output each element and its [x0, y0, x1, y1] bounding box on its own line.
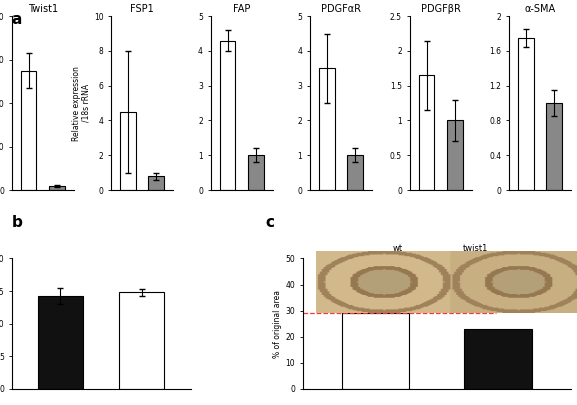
Bar [21, 70, 36, 190]
Bar [419, 75, 434, 190]
Legend: wt, twist1 O/E: wt, twist1 O/E [319, 356, 384, 385]
Title: FAP: FAP [233, 4, 250, 14]
Bar [119, 292, 164, 389]
Bar [120, 112, 136, 190]
Bar [464, 329, 531, 389]
Bar [49, 185, 65, 190]
Y-axis label: % of original area: % of original area [273, 290, 282, 358]
Bar [38, 296, 83, 389]
Text: wt: wt [393, 244, 403, 253]
Bar [148, 176, 164, 190]
Bar [342, 313, 410, 389]
Bar [518, 38, 534, 190]
Text: b: b [12, 215, 23, 230]
Title: PDGFαR: PDGFαR [321, 4, 361, 14]
Title: α-SMA: α-SMA [524, 4, 556, 14]
Bar [546, 103, 562, 190]
Title: PDGFβR: PDGFβR [421, 4, 460, 14]
Text: a: a [12, 12, 22, 27]
Text: c: c [265, 215, 275, 230]
Bar [347, 155, 363, 190]
Title: FSP1: FSP1 [130, 4, 154, 14]
Bar [319, 68, 335, 190]
Bar [447, 120, 463, 190]
Text: twist1: twist1 [463, 244, 489, 253]
Y-axis label: Relative expression
/18s rRNA: Relative expression /18s rRNA [72, 66, 91, 141]
Title: Twist1: Twist1 [28, 4, 58, 14]
Bar [220, 40, 235, 190]
Bar [248, 155, 264, 190]
